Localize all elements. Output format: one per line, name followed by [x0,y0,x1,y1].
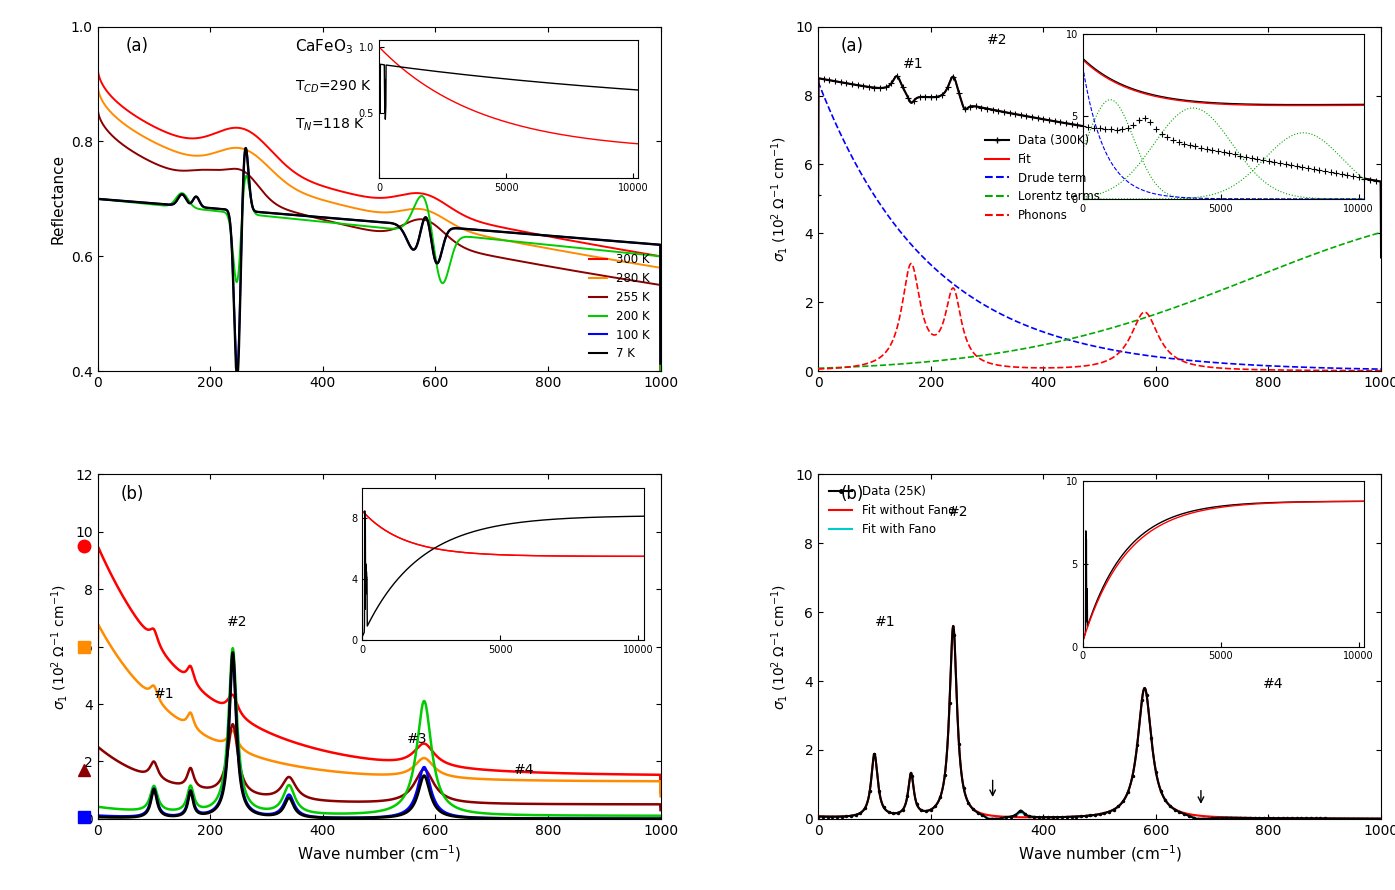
Text: #1: #1 [153,687,174,701]
Y-axis label: $\sigma_1$ ($10^2$ $\Omega^{-1}$ cm$^{-1}$): $\sigma_1$ ($10^2$ $\Omega^{-1}$ cm$^{-1… [49,584,70,709]
Text: (a): (a) [841,37,864,55]
Text: T$_{CD}$=290 K: T$_{CD}$=290 K [294,78,371,94]
Text: (a): (a) [126,37,149,55]
Text: CaFeO$_3$: CaFeO$_3$ [294,37,353,56]
Text: #3: #3 [1168,105,1187,119]
Text: T$_N$=118 K: T$_N$=118 K [294,117,365,133]
Text: (b): (b) [120,485,144,503]
Text: #2: #2 [947,505,968,519]
Text: #3: #3 [1138,574,1159,587]
X-axis label: Wave number (cm$^{-1}$): Wave number (cm$^{-1}$) [297,843,462,864]
Text: (b): (b) [841,485,864,503]
Text: #1: #1 [903,57,923,71]
Y-axis label: $\sigma_1$ ($10^2$ $\Omega^{-1}$ cm$^{-1}$): $\sigma_1$ ($10^2$ $\Omega^{-1}$ cm$^{-1… [769,136,790,262]
Legend: Data (25K), Fit without Fano, Fit with Fano: Data (25K), Fit without Fano, Fit with F… [824,481,960,540]
Legend: 300 K, 280 K, 255 K, 200 K, 100 K, 7 K: 300 K, 280 K, 255 K, 200 K, 100 K, 7 K [585,248,654,365]
Text: #4: #4 [1262,677,1283,691]
Text: #4: #4 [515,763,534,777]
Text: #1: #1 [875,615,896,629]
Y-axis label: Reflectance: Reflectance [50,154,66,244]
Y-axis label: $\sigma_1$ ($10^2$ $\Omega^{-1}$ cm$^{-1}$): $\sigma_1$ ($10^2$ $\Omega^{-1}$ cm$^{-1… [769,584,790,709]
X-axis label: Wave number (cm$^{-1}$): Wave number (cm$^{-1}$) [1017,843,1182,864]
Text: #2: #2 [988,33,1007,47]
Text: #2: #2 [227,615,248,629]
Legend: Data (300K), Fit, Drude term, Lorentz terms, Phonons: Data (300K), Fit, Drude term, Lorentz te… [981,129,1105,227]
Text: #3: #3 [407,732,428,746]
